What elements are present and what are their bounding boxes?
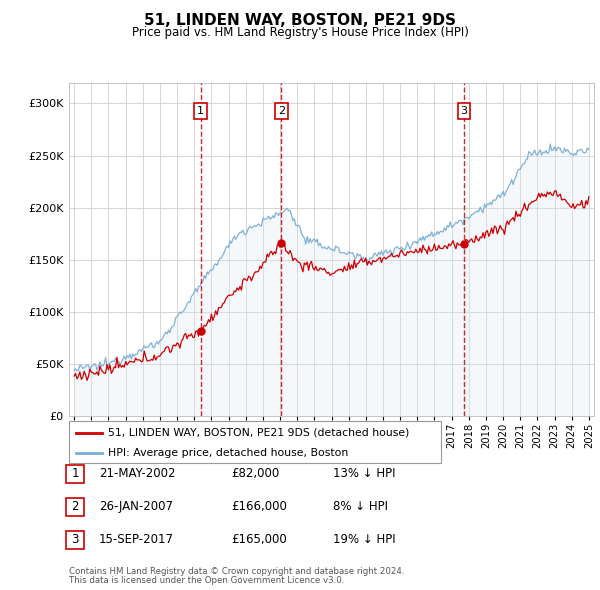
FancyBboxPatch shape xyxy=(66,531,84,549)
FancyBboxPatch shape xyxy=(69,421,441,463)
FancyBboxPatch shape xyxy=(66,465,84,483)
Text: 51, LINDEN WAY, BOSTON, PE21 9DS: 51, LINDEN WAY, BOSTON, PE21 9DS xyxy=(144,13,456,28)
Text: HPI: Average price, detached house, Boston: HPI: Average price, detached house, Bost… xyxy=(108,448,349,457)
Text: This data is licensed under the Open Government Licence v3.0.: This data is licensed under the Open Gov… xyxy=(69,576,344,585)
Text: Price paid vs. HM Land Registry's House Price Index (HPI): Price paid vs. HM Land Registry's House … xyxy=(131,26,469,39)
Text: £82,000: £82,000 xyxy=(231,467,279,480)
Text: £165,000: £165,000 xyxy=(231,533,287,546)
Text: 3: 3 xyxy=(71,533,79,546)
Text: 26-JAN-2007: 26-JAN-2007 xyxy=(99,500,173,513)
Text: 1: 1 xyxy=(71,467,79,480)
Text: Contains HM Land Registry data © Crown copyright and database right 2024.: Contains HM Land Registry data © Crown c… xyxy=(69,567,404,576)
Text: 1: 1 xyxy=(197,106,204,116)
Text: 51, LINDEN WAY, BOSTON, PE21 9DS (detached house): 51, LINDEN WAY, BOSTON, PE21 9DS (detach… xyxy=(108,428,409,438)
Text: 15-SEP-2017: 15-SEP-2017 xyxy=(99,533,174,546)
Text: £166,000: £166,000 xyxy=(231,500,287,513)
Text: 19% ↓ HPI: 19% ↓ HPI xyxy=(333,533,395,546)
FancyBboxPatch shape xyxy=(66,498,84,516)
Text: 21-MAY-2002: 21-MAY-2002 xyxy=(99,467,176,480)
Text: 2: 2 xyxy=(278,106,285,116)
Text: 3: 3 xyxy=(460,106,467,116)
Text: 2: 2 xyxy=(71,500,79,513)
Text: 8% ↓ HPI: 8% ↓ HPI xyxy=(333,500,388,513)
Text: 13% ↓ HPI: 13% ↓ HPI xyxy=(333,467,395,480)
